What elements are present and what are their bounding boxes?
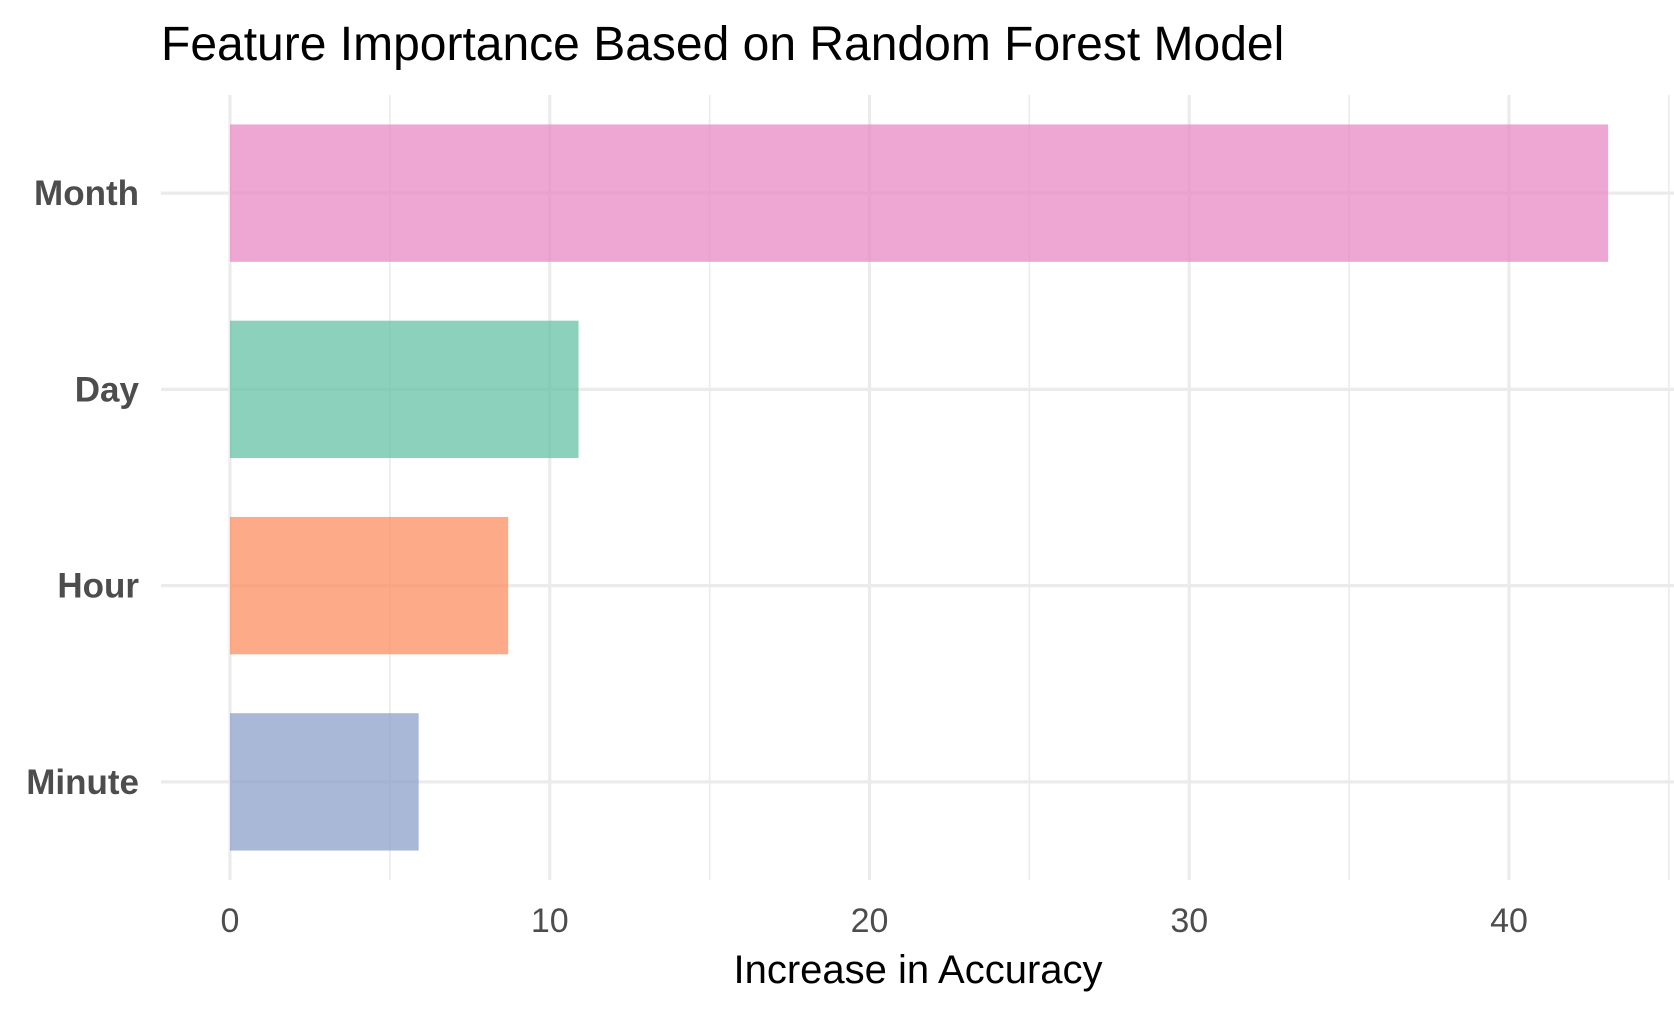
x-tick-label: 20	[851, 902, 889, 940]
y-tick-label: Month	[34, 174, 139, 213]
bar-hour	[230, 516, 509, 655]
x-tick-label: 40	[1490, 902, 1528, 940]
bar-day	[230, 320, 579, 459]
bar-month	[230, 124, 1609, 262]
x-tick-label: 0	[221, 902, 240, 940]
y-tick-label: Day	[75, 370, 140, 409]
x-tick-label: 10	[531, 902, 569, 940]
y-axis-labels: Month Day Hour Minute	[26, 174, 139, 802]
y-tick-label: Minute	[26, 763, 139, 802]
bar-minute	[230, 713, 419, 851]
chart-title: Feature Importance Based on Random Fores…	[161, 18, 1284, 71]
x-axis-label: Increase in Accuracy	[733, 948, 1102, 992]
x-axis-ticks: 0 10 20 30 40	[221, 902, 1528, 940]
x-tick-label: 30	[1170, 902, 1208, 940]
bars	[230, 124, 1609, 851]
y-tick-label: Hour	[57, 567, 139, 606]
